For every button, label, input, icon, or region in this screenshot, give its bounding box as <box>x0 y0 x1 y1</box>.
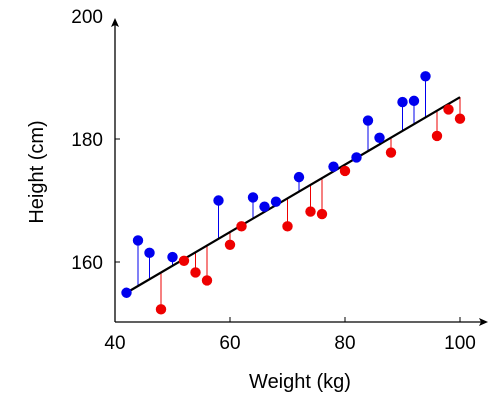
y-axis-ticks: 160 180 200 <box>71 7 120 274</box>
data-point <box>155 304 167 315</box>
data-point <box>420 71 431 82</box>
data-point <box>316 208 328 220</box>
data-point <box>121 287 132 298</box>
data-point <box>339 165 351 177</box>
data-points <box>121 71 466 315</box>
y-tick-label: 160 <box>71 253 103 274</box>
y-axis-label: Height (cm) <box>26 120 48 223</box>
x-tick-label: 40 <box>104 333 125 354</box>
x-tick-label: 100 <box>444 333 476 354</box>
data-point <box>247 192 259 203</box>
x-axis-arrowhead <box>479 318 488 326</box>
data-point <box>259 201 270 212</box>
data-point <box>201 275 213 286</box>
y-axis-arrowhead <box>111 18 119 27</box>
data-point <box>224 239 236 250</box>
data-point <box>397 96 408 108</box>
data-point <box>178 255 190 266</box>
data-point <box>454 113 466 124</box>
data-point <box>293 171 305 183</box>
data-point <box>144 247 155 258</box>
data-point <box>362 115 374 126</box>
data-point <box>431 130 443 142</box>
data-point <box>408 95 420 107</box>
data-point <box>443 104 454 115</box>
y-tick-label: 200 <box>71 7 103 28</box>
y-tick-label: 180 <box>71 130 103 151</box>
x-axis-ticks: 40 60 80 100 <box>104 317 476 354</box>
data-point <box>190 267 201 278</box>
data-point <box>374 132 385 143</box>
x-tick-label: 80 <box>334 333 355 354</box>
data-point <box>385 147 397 158</box>
residual-lines <box>137 76 461 310</box>
x-tick-label: 60 <box>219 333 240 354</box>
data-point <box>213 195 224 206</box>
data-point <box>270 196 282 207</box>
regression-line <box>125 96 461 294</box>
data-point <box>236 221 247 232</box>
data-point <box>282 221 293 232</box>
data-point <box>305 206 316 217</box>
x-axis-label: Weight (kg) <box>249 371 351 393</box>
data-point <box>132 235 144 246</box>
data-point <box>328 161 339 172</box>
data-point <box>167 251 178 263</box>
data-point <box>351 152 362 163</box>
